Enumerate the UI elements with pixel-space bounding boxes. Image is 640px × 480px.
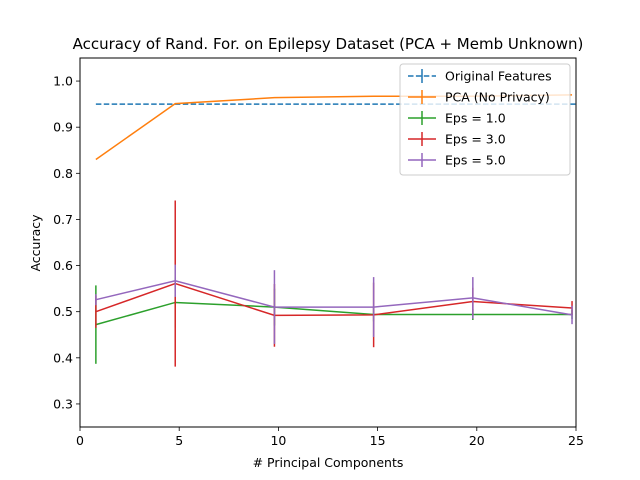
chart-title: Accuracy of Rand. For. on Epilepsy Datas… xyxy=(73,35,584,53)
series-line xyxy=(95,282,573,317)
legend-label: PCA (No Privacy) xyxy=(445,90,550,105)
legend-label: Eps = 1.0 xyxy=(445,111,506,126)
y-tick-label: 0.6 xyxy=(53,258,73,273)
plot-frame xyxy=(79,57,577,428)
legend-item: Eps = 5.0 xyxy=(408,153,506,168)
x-axis-label: # Principal Components xyxy=(253,455,404,470)
y-tick-label: 1.0 xyxy=(53,74,73,89)
x-tick-label: 5 xyxy=(175,433,183,448)
legend-item: Eps = 1.0 xyxy=(408,111,506,126)
series-line xyxy=(95,301,573,326)
legend-label: Eps = 5.0 xyxy=(445,153,506,168)
x-tick-label: 10 xyxy=(270,433,286,448)
legend-item: Eps = 3.0 xyxy=(408,132,506,147)
legend-item: PCA (No Privacy) xyxy=(408,90,550,105)
y-axis: 0.3 0.4 0.5 0.6 0.7 0.8 0.9 1.0 xyxy=(53,74,80,411)
x-tick-label: 0 xyxy=(76,433,84,448)
legend-item: Original Features xyxy=(408,69,552,84)
series-2 xyxy=(95,277,573,364)
series-3 xyxy=(95,200,573,367)
x-tick-label: 25 xyxy=(568,433,584,448)
series-line xyxy=(95,280,573,316)
y-tick-label: 0.4 xyxy=(53,350,73,365)
y-tick-label: 0.5 xyxy=(53,304,73,319)
y-tick-label: 0.8 xyxy=(53,166,73,181)
legend-label: Eps = 3.0 xyxy=(445,132,506,147)
legend-box xyxy=(399,63,571,176)
series-4 xyxy=(95,264,573,344)
y-tick-label: 0.3 xyxy=(53,396,73,411)
y-tick-label: 0.9 xyxy=(53,120,73,135)
x-tick-label: 20 xyxy=(469,433,485,448)
x-tick-label: 15 xyxy=(370,433,386,448)
legend: Original Features PCA (No Privacy) Eps = 1… xyxy=(399,63,571,176)
y-axis-label: Accuracy xyxy=(28,214,43,272)
x-axis: 0 5 10 15 20 25 xyxy=(76,427,584,448)
y-tick-label: 0.7 xyxy=(53,212,73,227)
legend-label: Original Features xyxy=(445,69,552,84)
